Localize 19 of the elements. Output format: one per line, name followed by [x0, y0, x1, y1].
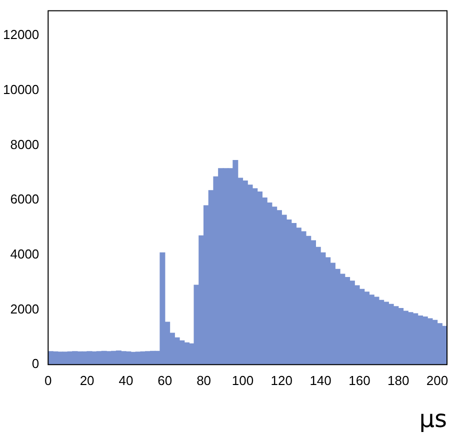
x-tick-label: 100	[232, 372, 254, 388]
x-tick-label: 60	[158, 372, 172, 388]
x-tick-label: 0	[44, 372, 52, 388]
y-tick-label: 0	[32, 356, 40, 372]
y-tick-label: 2000	[10, 301, 40, 316]
x-axis-title: µs	[419, 404, 447, 433]
y-tick-label: 12000	[2, 27, 40, 42]
y-tick-label: 4000	[10, 246, 40, 262]
x-tick-label: 160	[348, 372, 370, 388]
y-tick-label: 10000	[2, 82, 40, 97]
y-tick-label: 8000	[10, 136, 40, 152]
x-tick-label: 80	[196, 372, 212, 388]
x-tick-label: 20	[80, 372, 94, 388]
x-tick-label: 200	[426, 372, 448, 388]
y-tick-label: 6000	[10, 192, 40, 207]
x-tick-label: 180	[388, 372, 410, 388]
x-tick-label: 140	[310, 372, 332, 388]
x-tick-label: 120	[270, 372, 292, 388]
x-tick-label: 40	[118, 372, 134, 388]
